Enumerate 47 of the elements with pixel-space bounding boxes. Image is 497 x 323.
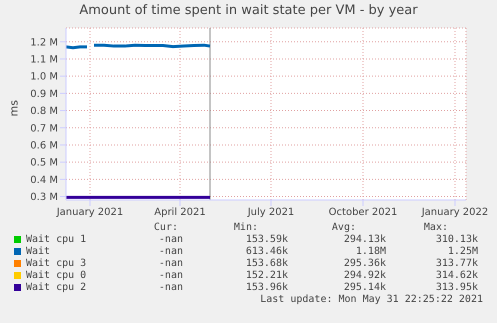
text: 294.13k xyxy=(344,234,386,245)
text: 153.59k xyxy=(246,234,288,245)
text: 310.13k xyxy=(436,234,478,245)
text: -nan xyxy=(158,282,183,293)
text: -nan xyxy=(158,234,183,245)
text: 295.36k xyxy=(344,258,386,269)
y-tick-label: 0.3 M xyxy=(30,192,58,204)
text: Avg: xyxy=(332,222,356,233)
text: 313.77k xyxy=(436,258,478,269)
y-tick-label: 0.8 M xyxy=(30,106,58,118)
text: Min: xyxy=(234,222,258,233)
text: 613.46k xyxy=(246,246,288,257)
text: -nan xyxy=(158,246,183,257)
text: 153.68k xyxy=(246,258,288,269)
y-tick-label: 0.6 M xyxy=(30,140,58,152)
x-tick-label: January 2021 xyxy=(56,207,124,218)
y-tick-label: 1.2 M xyxy=(30,37,58,48)
y-tick-label: 0.9 M xyxy=(30,88,58,100)
text: 1.18M xyxy=(356,246,386,257)
y-axis-title: ms xyxy=(8,99,20,116)
text: 153.96k xyxy=(246,282,288,293)
x-tick-label: January 2022 xyxy=(420,207,488,218)
text: 152.21k xyxy=(246,270,288,281)
text: Cur: xyxy=(154,222,178,233)
text: 295.14k xyxy=(344,282,386,293)
text: 313.95k xyxy=(436,282,478,293)
text: 1.25M xyxy=(448,246,478,257)
text: 294.92k xyxy=(344,270,386,281)
y-tick-label: 0.4 M xyxy=(30,174,58,186)
x-tick-label: April 2021 xyxy=(154,207,206,218)
x-tick-label: October 2021 xyxy=(328,207,398,218)
chart-title: Amount of time spent in wait state per VM - by year xyxy=(78,3,419,18)
text: Last update: Mon May 31 22:25:22 2021 xyxy=(260,294,483,305)
legend-label: Wait cpu 1 xyxy=(26,234,86,245)
y-tick-label: 1.0 M xyxy=(30,72,58,83)
legend-label: Wait cpu 0 xyxy=(26,270,86,281)
y-tick-label: 1.1 M xyxy=(30,54,58,66)
text: -nan xyxy=(158,258,183,269)
x-tick-label: July 2021 xyxy=(246,207,294,218)
legend-label: Wait cpu 2 xyxy=(26,282,86,293)
legend-label: Wait xyxy=(26,246,50,257)
y-tick-label: 0.7 M xyxy=(30,123,58,134)
y-tick-label: 0.5 M xyxy=(30,158,58,169)
legend-label: Wait cpu 3 xyxy=(26,258,86,269)
text: -nan xyxy=(158,270,183,281)
text: Max: xyxy=(424,222,448,233)
text: 314.62k xyxy=(436,270,478,281)
